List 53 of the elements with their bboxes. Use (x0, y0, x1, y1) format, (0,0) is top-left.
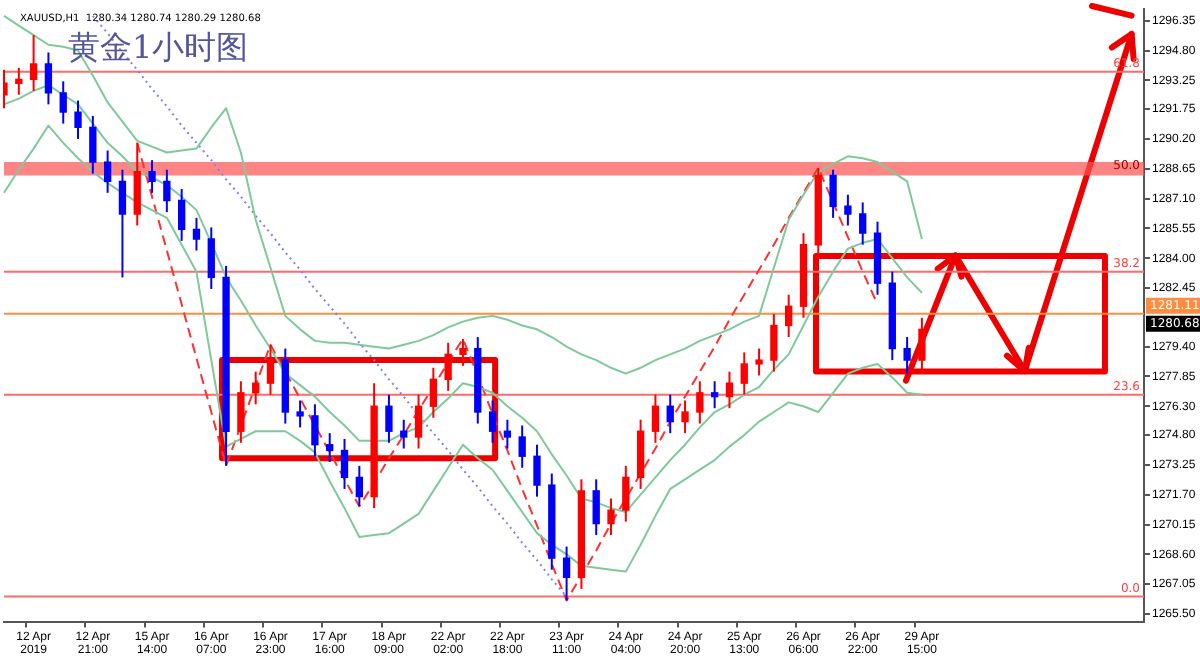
candlestick (237, 380, 245, 444)
candlestick (178, 187, 186, 242)
candlestick (163, 168, 171, 214)
text: 黄金1小时图 (68, 27, 249, 66)
candlestick (444, 341, 452, 392)
candlestick (148, 159, 156, 194)
candlestick (770, 312, 778, 373)
candlestick (592, 478, 600, 537)
candlestick (429, 366, 438, 419)
candlestick (829, 168, 837, 219)
candlestick (59, 80, 67, 125)
candlestick (44, 51, 53, 106)
candlestick (15, 66, 23, 96)
candlestick (710, 380, 719, 410)
candlestick (918, 316, 926, 373)
candlestick (311, 403, 319, 458)
candlestick (503, 418, 512, 450)
candlestick (666, 393, 674, 435)
candlestick (696, 380, 704, 425)
candlestick (518, 424, 526, 469)
candlestick (740, 351, 748, 396)
candlestick (622, 464, 630, 523)
candlestick (903, 336, 911, 375)
candlestick (414, 393, 423, 450)
candlestick (133, 141, 141, 227)
candlestick (340, 437, 349, 490)
candlestick (89, 114, 97, 175)
candlestick (859, 201, 867, 246)
candlestick (785, 293, 793, 339)
candlestick (651, 393, 660, 444)
line-series (136, 141, 879, 602)
candlestick (326, 432, 334, 464)
candlestick (266, 343, 275, 396)
candlestick (385, 393, 393, 444)
candlestick (725, 370, 734, 410)
candlestick (400, 418, 408, 450)
candlestick (207, 226, 215, 290)
candlestick (533, 443, 541, 498)
candlestick (607, 497, 615, 537)
candlestick (118, 168, 127, 279)
candlestick (192, 216, 201, 252)
candlestick (681, 399, 689, 435)
candlestick (296, 399, 304, 429)
candlestick (74, 99, 82, 140)
candlestick (562, 545, 571, 602)
candlestick (103, 149, 112, 194)
candlestick (755, 347, 763, 377)
candlestick (844, 193, 852, 227)
candlestick (488, 399, 497, 444)
candlestick (29, 34, 38, 92)
candlestick (355, 464, 363, 508)
candlestick (459, 337, 467, 367)
candlestick (636, 418, 645, 490)
